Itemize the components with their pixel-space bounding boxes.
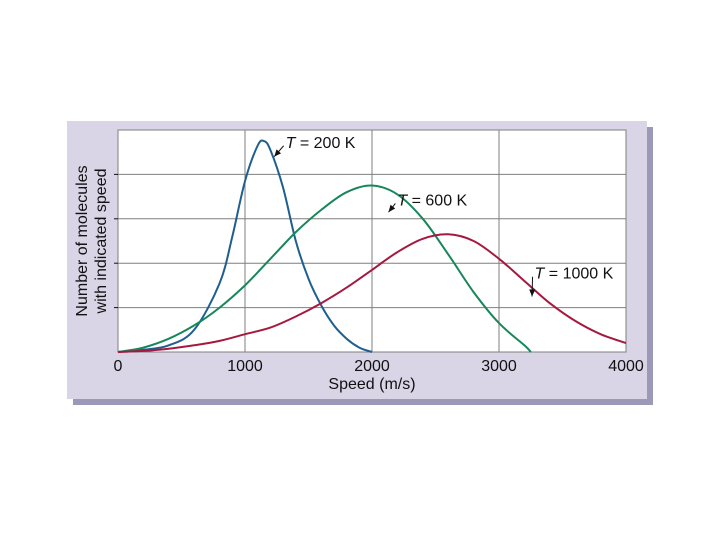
x-tick-label: 3000 [481, 358, 517, 375]
series-line-t-1000-k [117, 233, 627, 353]
annotation-label: T = 600 K [397, 192, 467, 209]
series-line-t-200-k [117, 139, 373, 353]
annotation-label: T = 1000 K [535, 266, 614, 283]
annotation-label: T = 200 K [286, 135, 356, 152]
annotation-arrow-head [274, 149, 282, 157]
y-axis-title-line-2: with indicated speed [93, 169, 110, 315]
series-lines [117, 139, 627, 353]
x-tick-label: 4000 [608, 358, 644, 375]
x-tick-label: 2000 [354, 358, 390, 375]
series-annotations: T = 200 K T = 600 K T = 1000 K [273, 135, 614, 297]
x-tick-label: 0 [114, 358, 123, 375]
y-axis-title-line-1: Number of molecules [74, 165, 91, 316]
x-axis-title: Speed (m/s) [328, 376, 415, 393]
series-line-t-600-k [117, 184, 532, 353]
annotation-arrow-head [388, 204, 396, 213]
grid-lines [114, 130, 626, 352]
x-tick-labels: 0 1000 2000 3000 4000 [114, 358, 644, 375]
y-axis-title: Number of molecules with indicated speed [74, 165, 110, 316]
annotation-arrow-head [529, 289, 536, 297]
x-tick-label: 1000 [227, 358, 263, 375]
